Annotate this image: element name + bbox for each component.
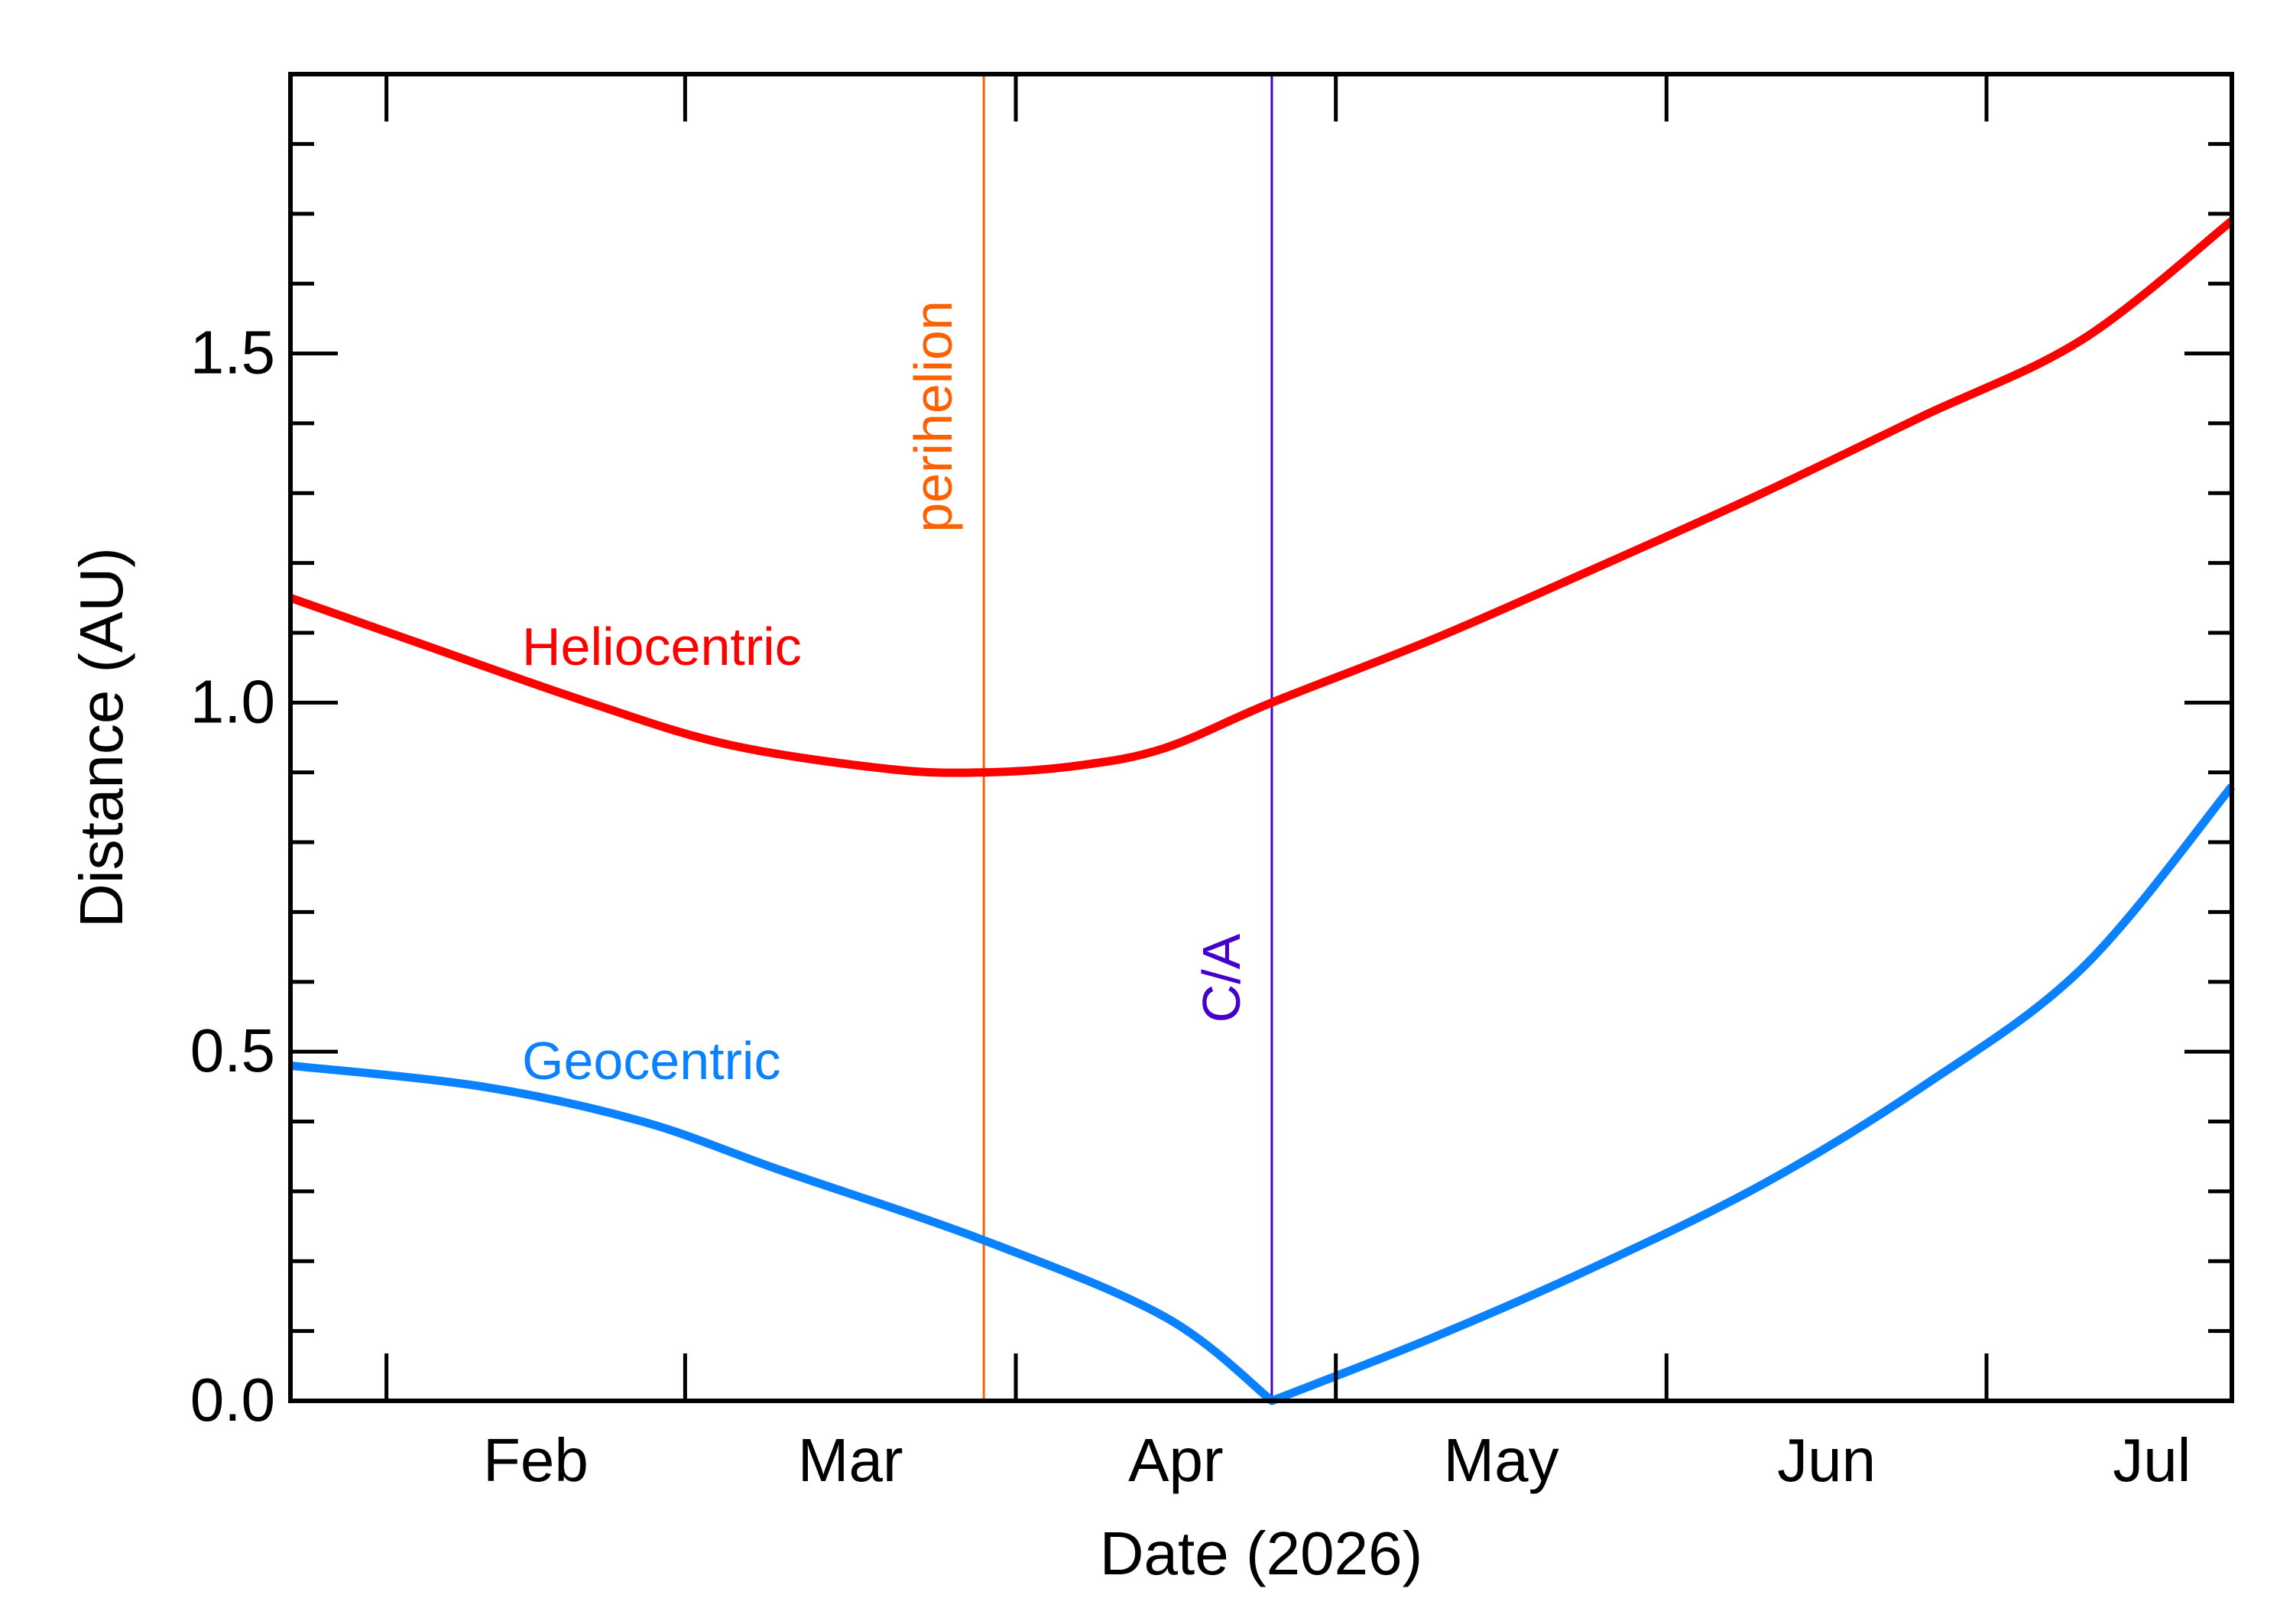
series-geocentric-label: Geocentric [522,1031,780,1091]
y-axis-label: Distance (AU) [67,547,135,928]
y-tick-label: 0.5 [190,1016,275,1084]
x-tick-label: Apr [1128,1426,1224,1494]
axis-frame: 0.0 0.5 1.0 1.5 Feb Mar Apr May Jun Jul [190,72,2234,1494]
plot-layer: perihelion C/A Heliocentric Geocentric [289,74,2236,1405]
x-tick-label: May [1443,1426,1558,1494]
x-tick-label: Jul [2113,1426,2191,1494]
series-heliocentric-label: Heliocentric [522,617,802,676]
y-tick-label: 1.0 [190,667,275,735]
series-heliocentric-line [289,217,2235,777]
x-tick-label: Mar [798,1426,903,1494]
y-tick-label: 1.5 [190,318,275,386]
vline-label-perihelion: perihelion [903,300,963,533]
x-tick-label: Feb [483,1426,589,1494]
y-tick-label: 0.0 [190,1366,275,1434]
x-tick-label: Jun [1777,1426,1876,1494]
x-axis-label: Date (2026) [1100,1519,1422,1587]
series-geocentric-line [290,783,2236,1405]
plot-frame [288,72,2234,1403]
vline-label-closest-approach: C/A [1192,933,1251,1023]
